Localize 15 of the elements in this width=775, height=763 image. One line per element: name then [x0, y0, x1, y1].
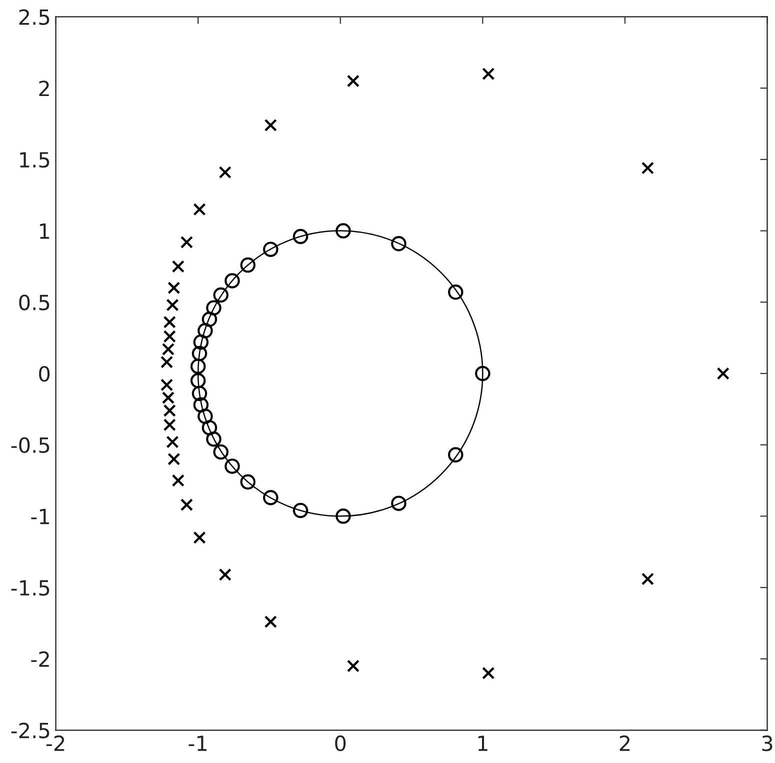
y-tick-label: 2: [39, 80, 49, 96]
y-tick-label: 1.5: [20, 152, 50, 168]
y-tick-label: -2: [31, 651, 49, 667]
x-tick-label: 2: [620, 735, 630, 751]
y-tick-label: 1: [40, 224, 50, 239]
x-tick-label: 3: [762, 735, 772, 752]
y-tick-label: 2.5: [19, 9, 50, 25]
x-tick-label: 1: [478, 736, 488, 751]
y-tick-label: -0.5: [11, 437, 50, 454]
y-tick-label: 0: [39, 366, 50, 382]
x-tick-label: -1: [188, 736, 207, 751]
y-tick-label: 0.5: [19, 294, 50, 310]
y-tick-label: -1.5: [11, 580, 50, 596]
y-tick-label: -1: [31, 508, 50, 524]
x-tick-label: 0: [335, 735, 346, 752]
